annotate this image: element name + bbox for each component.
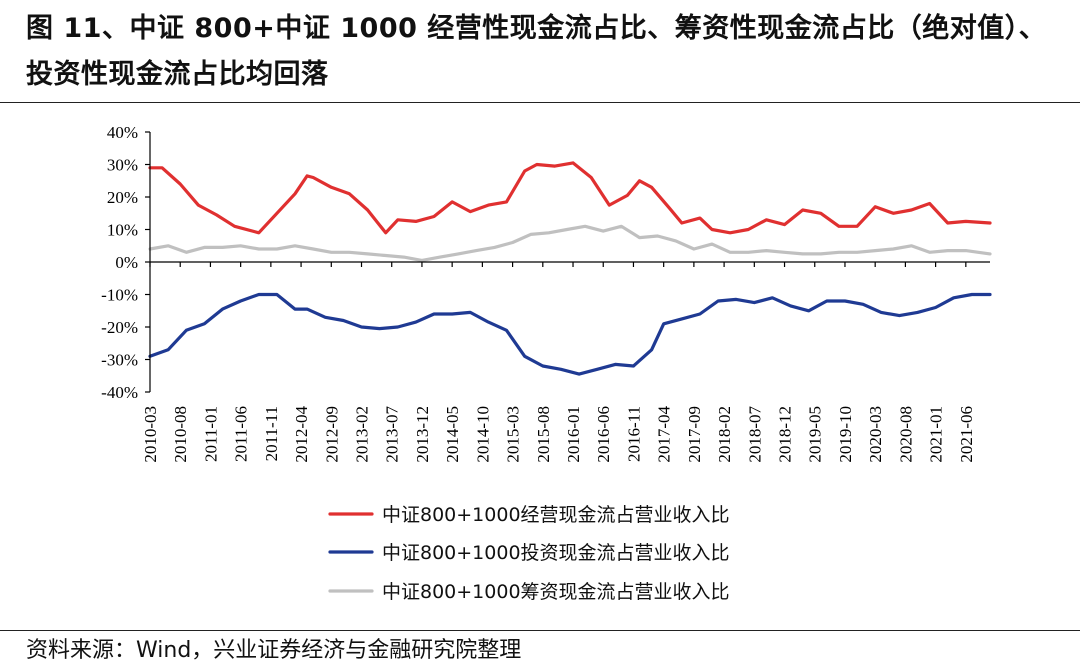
y-tick-label: 40% (107, 123, 138, 142)
x-tick-label: 2015-03 (504, 406, 523, 463)
y-tick-label: 30% (107, 156, 138, 175)
x-tick-label: 2017-09 (685, 406, 704, 463)
x-tick-label: 2013-12 (413, 406, 432, 463)
series-line-1 (148, 292, 992, 376)
x-tick-label: 2020-03 (866, 406, 885, 463)
legend-label-2: 中证800+1000筹资现金流占营业收入比 (382, 581, 730, 603)
legend-label-0: 中证800+1000经营现金流占营业收入比 (382, 504, 730, 526)
x-tick-label: 2016-11 (624, 406, 643, 462)
x-tick-label: 2018-02 (715, 406, 734, 463)
x-tick-label: 2013-07 (383, 406, 402, 463)
y-tick-label: -10% (101, 286, 138, 305)
series-layer (148, 161, 992, 376)
x-tick-label: 2017-04 (655, 406, 674, 463)
x-tick-label: 2014-05 (443, 406, 462, 463)
line-chart: 40% 30% 20% 10% 0% -10% -20% -30% -40%2010-03 201… (101, 123, 992, 603)
figure-title: 图 11、中证 800+中证 1000 经营性现金流占比、筹资性现金流占比（绝对… (26, 13, 1047, 90)
x-tick-label: 2010-03 (141, 406, 160, 463)
series-line-2 (148, 224, 992, 262)
x-tick-label: 2018-12 (776, 406, 795, 463)
y-tick-label: 10% (107, 221, 138, 240)
x-tick-label: 2011-06 (232, 406, 251, 462)
footer-divider (0, 630, 1080, 631)
y-tick-label: 0% (115, 253, 138, 272)
legend: 中证800+1000经营现金流占营业收入比中证800+1000投资现金流占营业收… (328, 504, 730, 603)
x-tick-label: 2011-01 (201, 406, 220, 462)
legend-label-1: 中证800+1000投资现金流占营业收入比 (382, 542, 730, 564)
y-tick-label: 20% (107, 188, 138, 207)
y-tick-label: -40% (101, 383, 138, 402)
x-tick-label: 2016-06 (594, 406, 613, 463)
y-tick-label: -20% (101, 318, 138, 337)
x-tick-label: 2021-06 (957, 406, 976, 463)
x-tick-label: 2019-05 (806, 406, 825, 463)
x-tick-label: 2014-10 (473, 406, 492, 463)
x-tick-label: 2013-02 (353, 406, 372, 463)
axes-layer: 40% 30% 20% 10% 0% -10% -20% -30% -40%2010-03 201… (101, 123, 990, 463)
x-tick-label: 2012-04 (292, 406, 311, 463)
y-tick-label: -30% (101, 351, 138, 370)
x-tick-label: 2015-08 (534, 406, 553, 463)
x-tick-label: 2020-08 (896, 406, 915, 463)
title-divider (0, 102, 1080, 103)
x-tick-label: 2021-01 (927, 406, 946, 463)
series-line-0 (148, 161, 992, 235)
x-tick-label: 2012-09 (322, 406, 341, 463)
source-note: 资料来源：Wind，兴业证券经济与金融研究院整理 (26, 638, 522, 663)
x-tick-label: 2018-07 (745, 406, 764, 463)
x-tick-label: 2011-11 (262, 406, 281, 461)
x-tick-label: 2010-08 (171, 406, 190, 463)
x-tick-label: 2019-10 (836, 406, 855, 463)
x-tick-label: 2016-01 (564, 406, 583, 463)
